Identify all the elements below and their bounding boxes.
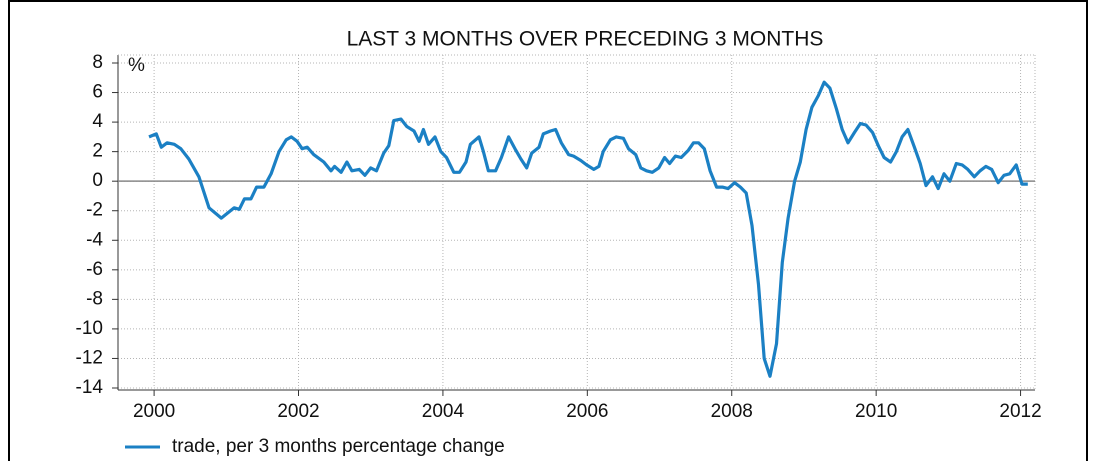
y-tick-label: 0 bbox=[92, 170, 103, 191]
x-tick-label: 2006 bbox=[566, 401, 608, 422]
x-tick-label: 2010 bbox=[855, 401, 897, 422]
x-tick-label: 2000 bbox=[133, 401, 175, 422]
x-tick-label: 2002 bbox=[277, 401, 319, 422]
chart-title: LAST 3 MONTHS OVER PRECEDING 3 MONTHS bbox=[347, 28, 824, 51]
y-tick-label: -8 bbox=[86, 288, 103, 309]
y-tick-label: -14 bbox=[76, 377, 104, 398]
frame bbox=[8, 0, 1088, 466]
y-tick-label: -10 bbox=[76, 318, 103, 339]
y-tick-label: 2 bbox=[92, 141, 103, 162]
y-tick-label: -6 bbox=[86, 259, 103, 280]
x-tick-label: 2008 bbox=[711, 401, 753, 422]
y-unit: % bbox=[128, 55, 145, 76]
legend-label: trade, per 3 months percentage change bbox=[172, 436, 505, 457]
y-tick-label: 4 bbox=[92, 111, 103, 132]
y-tick-label: -2 bbox=[86, 200, 103, 221]
y-tick-label: 6 bbox=[92, 82, 103, 103]
x-tick-label: 2004 bbox=[422, 401, 465, 422]
y-tick-label: 8 bbox=[92, 52, 103, 73]
data-line bbox=[148, 80, 1028, 378]
y-tick-label: -4 bbox=[86, 229, 103, 250]
legend: trade, per 3 months percentage change bbox=[125, 436, 505, 457]
x-tick-label: 2012 bbox=[999, 401, 1041, 422]
y-tick-label: -12 bbox=[76, 347, 103, 368]
